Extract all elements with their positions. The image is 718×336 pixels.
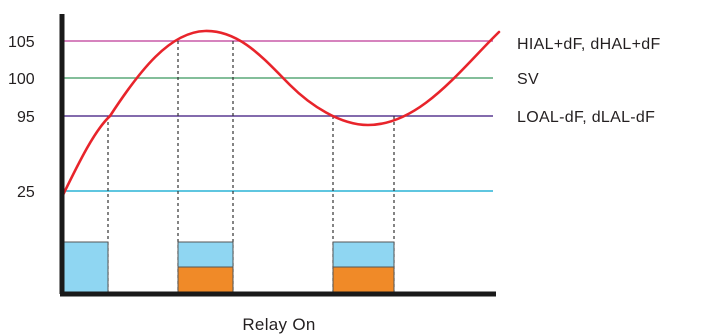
process-value-curve: [60, 29, 501, 199]
tick-25: 25: [17, 184, 35, 201]
tick-95: 95: [17, 109, 35, 126]
hial-label: HIAL+dF, dHAL+dF: [517, 36, 661, 53]
relay-block-1: [63, 241, 109, 293]
relay-block-2-bottom: [177, 266, 234, 293]
relay-block-3-top: [332, 241, 395, 268]
loal-label: LOAL-dF, dLAL-dF: [517, 109, 655, 126]
relay-on-label: Relay On: [242, 315, 315, 334]
tick-105: 105: [8, 34, 35, 51]
tick-100: 100: [8, 71, 35, 88]
relay-block-3-bottom: [332, 266, 395, 293]
sv-label: SV: [517, 71, 539, 88]
relay-block-2-top: [177, 241, 234, 268]
